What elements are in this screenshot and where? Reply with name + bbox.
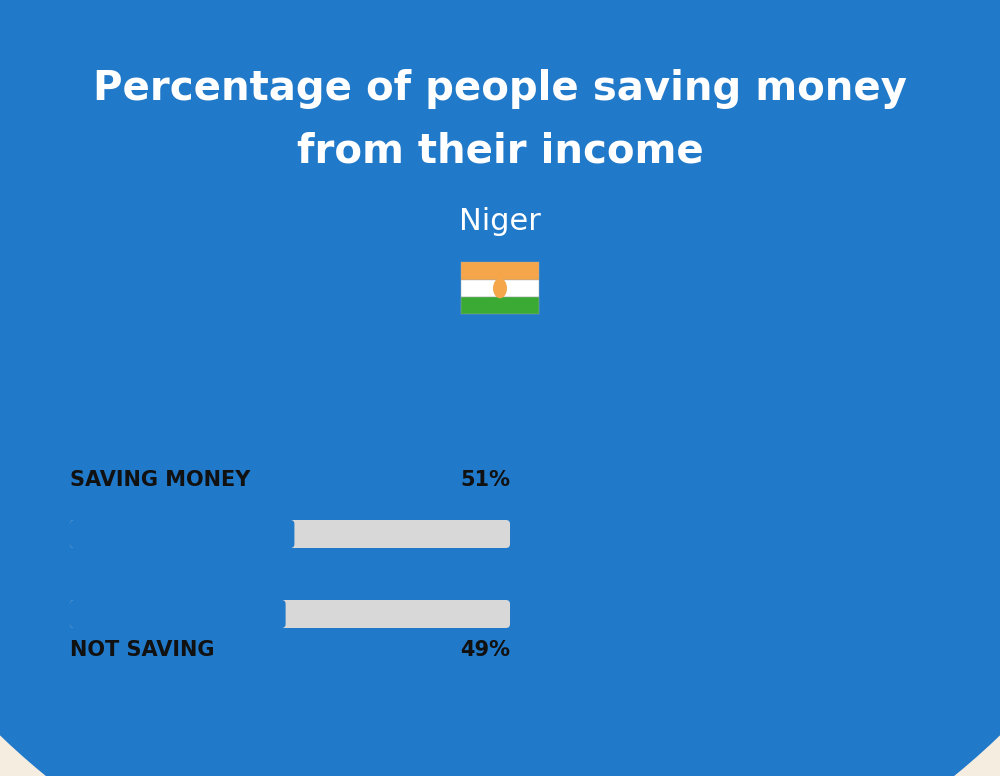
FancyBboxPatch shape (70, 520, 294, 548)
Ellipse shape (493, 279, 507, 298)
FancyBboxPatch shape (0, 0, 1000, 272)
FancyBboxPatch shape (461, 262, 539, 279)
FancyBboxPatch shape (70, 600, 286, 628)
FancyBboxPatch shape (461, 279, 539, 297)
Text: Niger: Niger (459, 206, 541, 236)
Text: SAVING MONEY: SAVING MONEY (70, 470, 250, 490)
Text: NOT SAVING: NOT SAVING (70, 640, 214, 660)
FancyBboxPatch shape (70, 520, 510, 548)
Text: Percentage of people saving money: Percentage of people saving money (93, 69, 907, 109)
Text: 49%: 49% (460, 640, 510, 660)
Text: 51%: 51% (460, 470, 510, 490)
FancyBboxPatch shape (70, 600, 510, 628)
Text: from their income: from their income (297, 131, 703, 171)
FancyBboxPatch shape (461, 297, 539, 314)
